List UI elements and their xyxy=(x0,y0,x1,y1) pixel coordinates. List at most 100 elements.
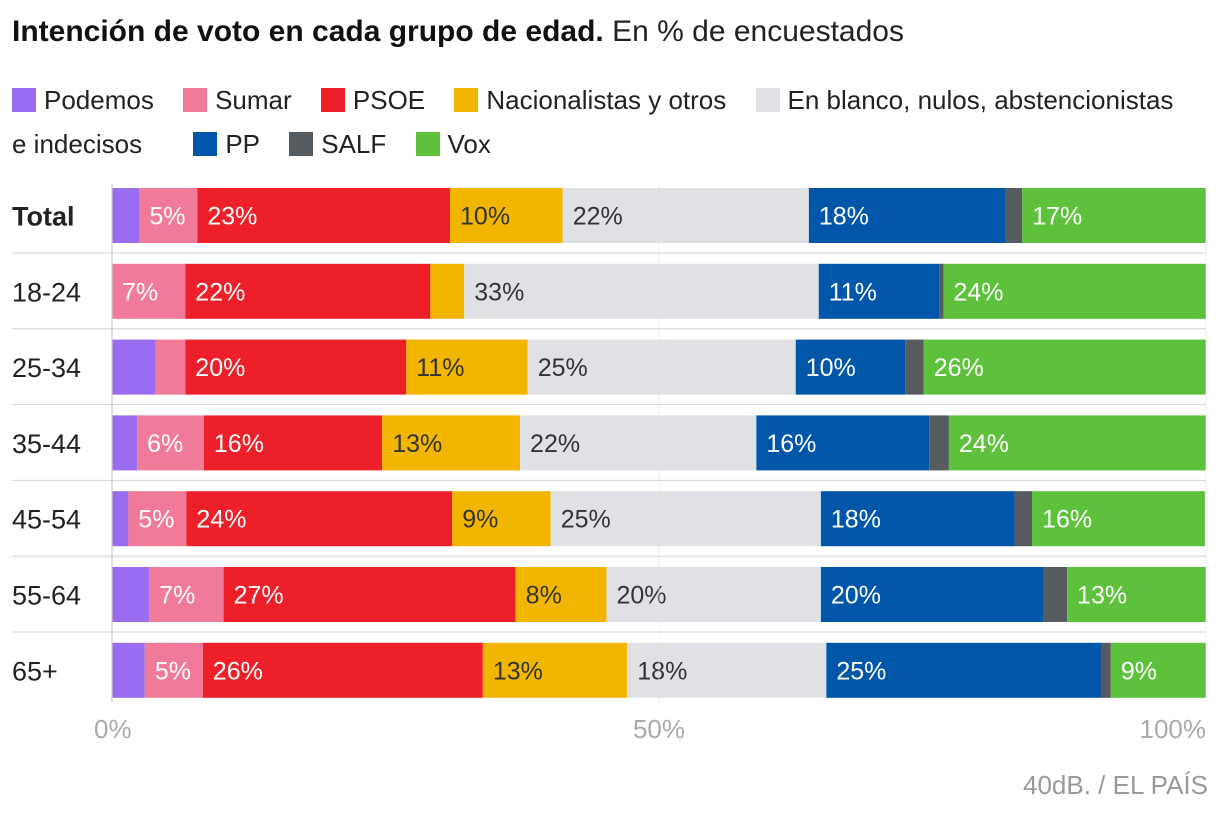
legend-item-psoe: PSOE xyxy=(320,78,426,122)
data-label: 20% xyxy=(616,582,666,610)
data-label: 33% xyxy=(474,278,524,306)
data-label: 9% xyxy=(1121,657,1157,685)
bar-segment xyxy=(1005,188,1023,243)
bar-segment xyxy=(923,339,1206,395)
bar-segment xyxy=(818,263,940,319)
bar-segment xyxy=(149,567,224,622)
x-tick-label: 0% xyxy=(94,714,132,744)
data-label: 10% xyxy=(460,203,510,231)
legend-item-salf: SALF xyxy=(289,122,386,166)
data-label: 13% xyxy=(392,430,442,458)
bar-segment xyxy=(112,339,156,395)
bar-segment xyxy=(948,415,1206,471)
data-label: 22% xyxy=(195,278,245,306)
legend-label: PSOE xyxy=(352,85,426,115)
legend-label: Vox xyxy=(447,129,491,159)
bar-segment xyxy=(382,415,521,471)
data-label: 18% xyxy=(831,506,881,534)
data-label: 18% xyxy=(637,657,687,685)
legend-item-en-blanco: En blanco, nulos, abstencionistas e inde… xyxy=(12,85,1173,159)
legend-swatch xyxy=(193,132,218,156)
bar-segment xyxy=(185,263,431,319)
bar-segment xyxy=(627,642,827,698)
bar-segment xyxy=(112,567,150,622)
bar-segment xyxy=(197,188,451,243)
bar-segment xyxy=(112,642,145,698)
legend-label: Sumar xyxy=(215,85,292,115)
bar-segment xyxy=(520,415,757,471)
data-label: 9% xyxy=(462,506,498,534)
data-label: 25% xyxy=(561,506,611,534)
bar-segment xyxy=(450,188,563,243)
bar-segment xyxy=(144,642,203,698)
data-label: 20% xyxy=(195,354,245,382)
data-label: 26% xyxy=(934,354,984,382)
bar-segment xyxy=(430,263,465,319)
legend-swatch xyxy=(755,88,780,112)
bar-segment xyxy=(155,339,186,395)
bar-segment xyxy=(112,188,140,243)
data-label: 26% xyxy=(213,657,263,685)
bar-segment xyxy=(527,339,796,395)
bar-segment xyxy=(112,263,186,319)
data-label: 22% xyxy=(573,203,623,231)
bar-segment xyxy=(406,339,528,395)
data-label: 25% xyxy=(538,354,588,382)
legend-swatch xyxy=(320,88,345,112)
bar-segment xyxy=(905,339,924,395)
row-label: 55-64 xyxy=(12,581,81,611)
bar-segment xyxy=(202,642,483,698)
legend-swatch xyxy=(289,132,314,156)
data-label: 10% xyxy=(806,354,856,382)
bar-segment xyxy=(203,415,383,471)
data-label: 7% xyxy=(159,582,195,610)
data-label: 24% xyxy=(953,278,1003,306)
data-label: 6% xyxy=(147,430,183,458)
row-label: 45-54 xyxy=(12,505,81,535)
legend-swatch xyxy=(12,88,36,112)
chart-title-bold: Intención de voto en cada grupo de edad. xyxy=(12,15,604,48)
bar-segment xyxy=(1032,491,1205,547)
bar-segment xyxy=(112,491,129,547)
row-label: 35-44 xyxy=(12,429,81,459)
data-label: 24% xyxy=(196,506,246,534)
data-label: 18% xyxy=(819,203,869,231)
bar-segment xyxy=(482,642,628,698)
row-label: Total xyxy=(12,202,75,232)
bar-segment xyxy=(464,263,819,319)
row-label: 25-34 xyxy=(12,353,81,383)
bar-segment xyxy=(808,188,1006,243)
bar-segment xyxy=(929,415,949,471)
bar-segment xyxy=(939,263,944,319)
bar-segment xyxy=(1067,567,1206,622)
bar-segment xyxy=(1014,491,1033,547)
bar-segment xyxy=(515,567,607,622)
chart-title-subtitle: En % de encuestados xyxy=(612,15,904,48)
data-label: 13% xyxy=(493,657,543,685)
bar-segment xyxy=(1110,642,1206,698)
data-label: 11% xyxy=(829,278,877,306)
legend-item-nacionalistas: Nacionalistas y otros xyxy=(454,78,726,122)
legend-label: Podemos xyxy=(44,85,154,115)
x-tick-label: 100% xyxy=(1140,714,1207,744)
legend-item-podemos: Podemos xyxy=(12,78,154,122)
data-label: 20% xyxy=(831,582,881,610)
bar-segment xyxy=(795,339,906,395)
bar-segment xyxy=(1042,567,1068,622)
bar-segment xyxy=(820,567,1043,622)
bar-segment xyxy=(826,642,1101,698)
data-label: 22% xyxy=(530,430,580,458)
legend-label: SALF xyxy=(321,129,387,159)
data-label: 5% xyxy=(138,506,174,534)
bar-segment xyxy=(550,491,821,547)
legend-label: En blanco, nulos, abstencionistas e inde… xyxy=(12,85,1174,159)
legend-swatch xyxy=(183,88,208,112)
bar-segment xyxy=(1022,188,1206,243)
bar-segment xyxy=(139,188,198,243)
legend: Podemos Sumar PSOE Nacionalistas y otros… xyxy=(12,78,1192,166)
chart-title: Intención de voto en cada grupo de edad.… xyxy=(12,12,904,52)
row-label: 65+ xyxy=(12,656,58,686)
legend-label: PP xyxy=(225,129,260,159)
bar-segment xyxy=(112,415,138,471)
